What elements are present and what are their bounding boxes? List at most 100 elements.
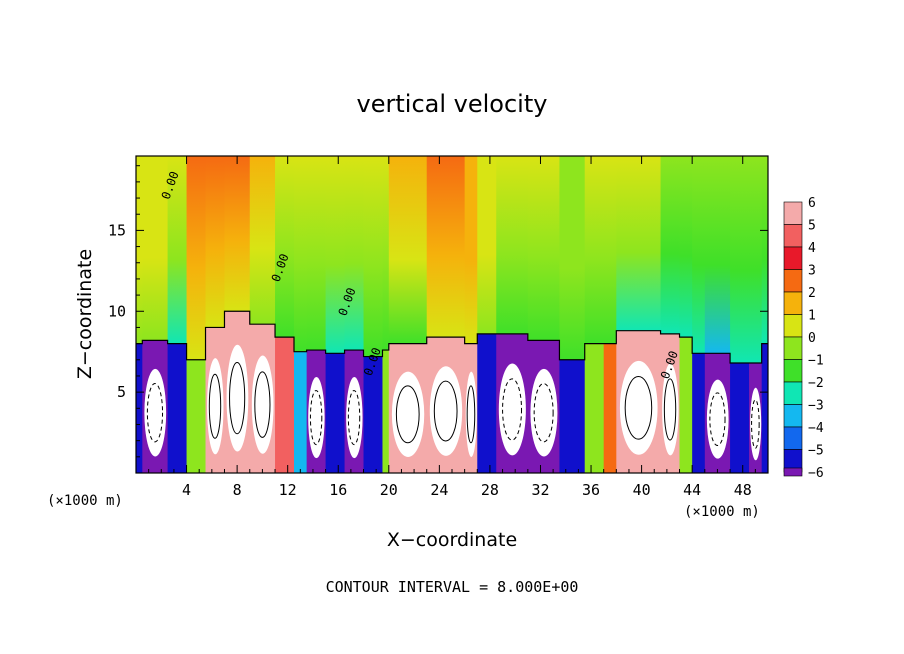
colorbar-label: −3 bbox=[808, 399, 824, 414]
y-tick-label: 15 bbox=[108, 221, 126, 239]
x-tick-label: 4 bbox=[182, 481, 191, 499]
x-tick-label: 24 bbox=[430, 481, 448, 499]
heat-cell-upper bbox=[249, 156, 276, 325]
contour-core-line bbox=[395, 385, 420, 444]
y-tick-label: 10 bbox=[108, 302, 126, 320]
colorbar-swatch bbox=[783, 426, 803, 450]
y-tick-label: 5 bbox=[117, 383, 126, 401]
contour-core-line bbox=[208, 373, 222, 439]
contour-core-line bbox=[466, 385, 476, 444]
colorbar: 6 5 4 3 2 1 0 −1 −2 −3 −4 −5 −6 bbox=[783, 196, 824, 481]
contour-core-line bbox=[502, 378, 523, 441]
colorbar-label: −6 bbox=[808, 466, 824, 481]
colorbar-swatch bbox=[783, 467, 803, 477]
x-unit-label-right: (×1000 m) bbox=[684, 504, 760, 520]
heat-cell-upper bbox=[388, 156, 428, 345]
colorbar-label: 3 bbox=[808, 264, 816, 279]
x-axis-ticks: 4 8 12 16 20 24 28 32 36 40 44 48 bbox=[148, 156, 756, 499]
heat-cell-upper bbox=[224, 156, 251, 312]
heat-cell-upper bbox=[704, 156, 731, 354]
plot-area bbox=[136, 156, 768, 473]
heat-cell-upper bbox=[294, 156, 308, 353]
heat-cell-upper bbox=[363, 156, 384, 358]
heat-cell-upper bbox=[477, 156, 497, 335]
colorbar-swatch bbox=[783, 336, 803, 360]
contour-core-line bbox=[709, 392, 726, 446]
heat-cell-lower bbox=[294, 351, 308, 473]
colorbar-label: 5 bbox=[808, 219, 816, 234]
heat-cell-upper bbox=[325, 156, 346, 354]
heat-cell-lower bbox=[584, 343, 605, 473]
contour-layer bbox=[136, 310, 768, 449]
contour-core-line bbox=[624, 376, 653, 440]
colorbar-swatch bbox=[783, 381, 803, 405]
heat-cell-upper bbox=[584, 156, 605, 345]
contour-core-line bbox=[663, 378, 677, 441]
x-tick-label: 48 bbox=[734, 481, 752, 499]
heat-cell-lower bbox=[730, 363, 750, 473]
x-unit-label-left: (×1000 m) bbox=[47, 493, 123, 509]
contour-core-line bbox=[433, 380, 458, 442]
heat-cell-upper bbox=[186, 156, 207, 361]
heat-cell-lower bbox=[363, 356, 384, 473]
heat-cell-upper bbox=[205, 156, 226, 328]
heat-cell-upper bbox=[749, 156, 763, 364]
contour-zero-line bbox=[136, 310, 768, 364]
heat-cell-lower bbox=[692, 353, 706, 473]
colorbar-label: 6 bbox=[808, 196, 816, 211]
heat-cell-lower bbox=[761, 343, 768, 473]
heat-cell-upper bbox=[496, 156, 529, 335]
x-tick-label: 12 bbox=[279, 481, 297, 499]
x-tick-label: 8 bbox=[233, 481, 242, 499]
colorbar-label: −2 bbox=[808, 376, 824, 391]
x-tick-label: 40 bbox=[633, 481, 651, 499]
heat-cell-upper bbox=[426, 156, 466, 338]
y-axis-ticks: 5 10 15 bbox=[108, 165, 768, 458]
heat-cell-lower bbox=[603, 343, 617, 473]
x-tick-label: 28 bbox=[481, 481, 499, 499]
heat-cell-upper bbox=[730, 156, 750, 364]
heat-cell-upper bbox=[660, 156, 681, 335]
heat-cell-upper bbox=[616, 156, 662, 332]
heat-cell-lower bbox=[382, 350, 390, 473]
heat-cell-lower bbox=[167, 343, 188, 473]
contour-core-line bbox=[254, 371, 271, 438]
x-tick-label: 16 bbox=[329, 481, 347, 499]
heat-cell-upper bbox=[603, 156, 617, 345]
heat-cell-lower bbox=[325, 353, 346, 473]
chart-title: vertical velocity bbox=[357, 90, 548, 118]
x-tick-label: 32 bbox=[531, 481, 549, 499]
heat-cell-upper bbox=[142, 156, 169, 341]
colorbar-label: −5 bbox=[808, 444, 824, 459]
heat-cell-upper bbox=[692, 156, 706, 354]
x-tick-label: 36 bbox=[582, 481, 600, 499]
heat-cell-upper bbox=[136, 156, 143, 345]
heat-cell-upper bbox=[464, 156, 478, 345]
y-axis-label: Z−coordinate bbox=[74, 249, 96, 379]
heat-cell-lower bbox=[275, 337, 295, 473]
colorbar-label: 1 bbox=[808, 309, 816, 324]
colorbar-swatch bbox=[783, 404, 803, 428]
colorbar-label: 4 bbox=[808, 241, 816, 256]
colorbar-swatch bbox=[783, 224, 803, 248]
x-axis-label: X−coordinate bbox=[387, 529, 517, 551]
colorbar-label: −4 bbox=[808, 421, 824, 436]
heat-cell-upper bbox=[382, 156, 390, 351]
heat-cell-lower bbox=[186, 359, 207, 473]
contour-core-line bbox=[533, 383, 554, 443]
heat-cell-lower bbox=[679, 337, 693, 473]
contour-interval-footer: CONTOUR INTERVAL = 8.000E+00 bbox=[326, 578, 579, 596]
contour-core-line bbox=[347, 389, 361, 446]
heat-cell-upper bbox=[306, 156, 327, 351]
colorbar-swatch bbox=[783, 269, 803, 293]
colorbar-swatch bbox=[783, 201, 803, 225]
contour-core-line bbox=[229, 362, 246, 435]
colorbar-swatch bbox=[783, 246, 803, 270]
contour-core-line bbox=[146, 383, 164, 443]
heat-cell-lower bbox=[559, 359, 586, 473]
cells-layer bbox=[136, 156, 768, 473]
heat-cell-upper bbox=[344, 156, 365, 351]
colorbar-swatch bbox=[783, 291, 803, 315]
x-tick-label: 44 bbox=[683, 481, 701, 499]
